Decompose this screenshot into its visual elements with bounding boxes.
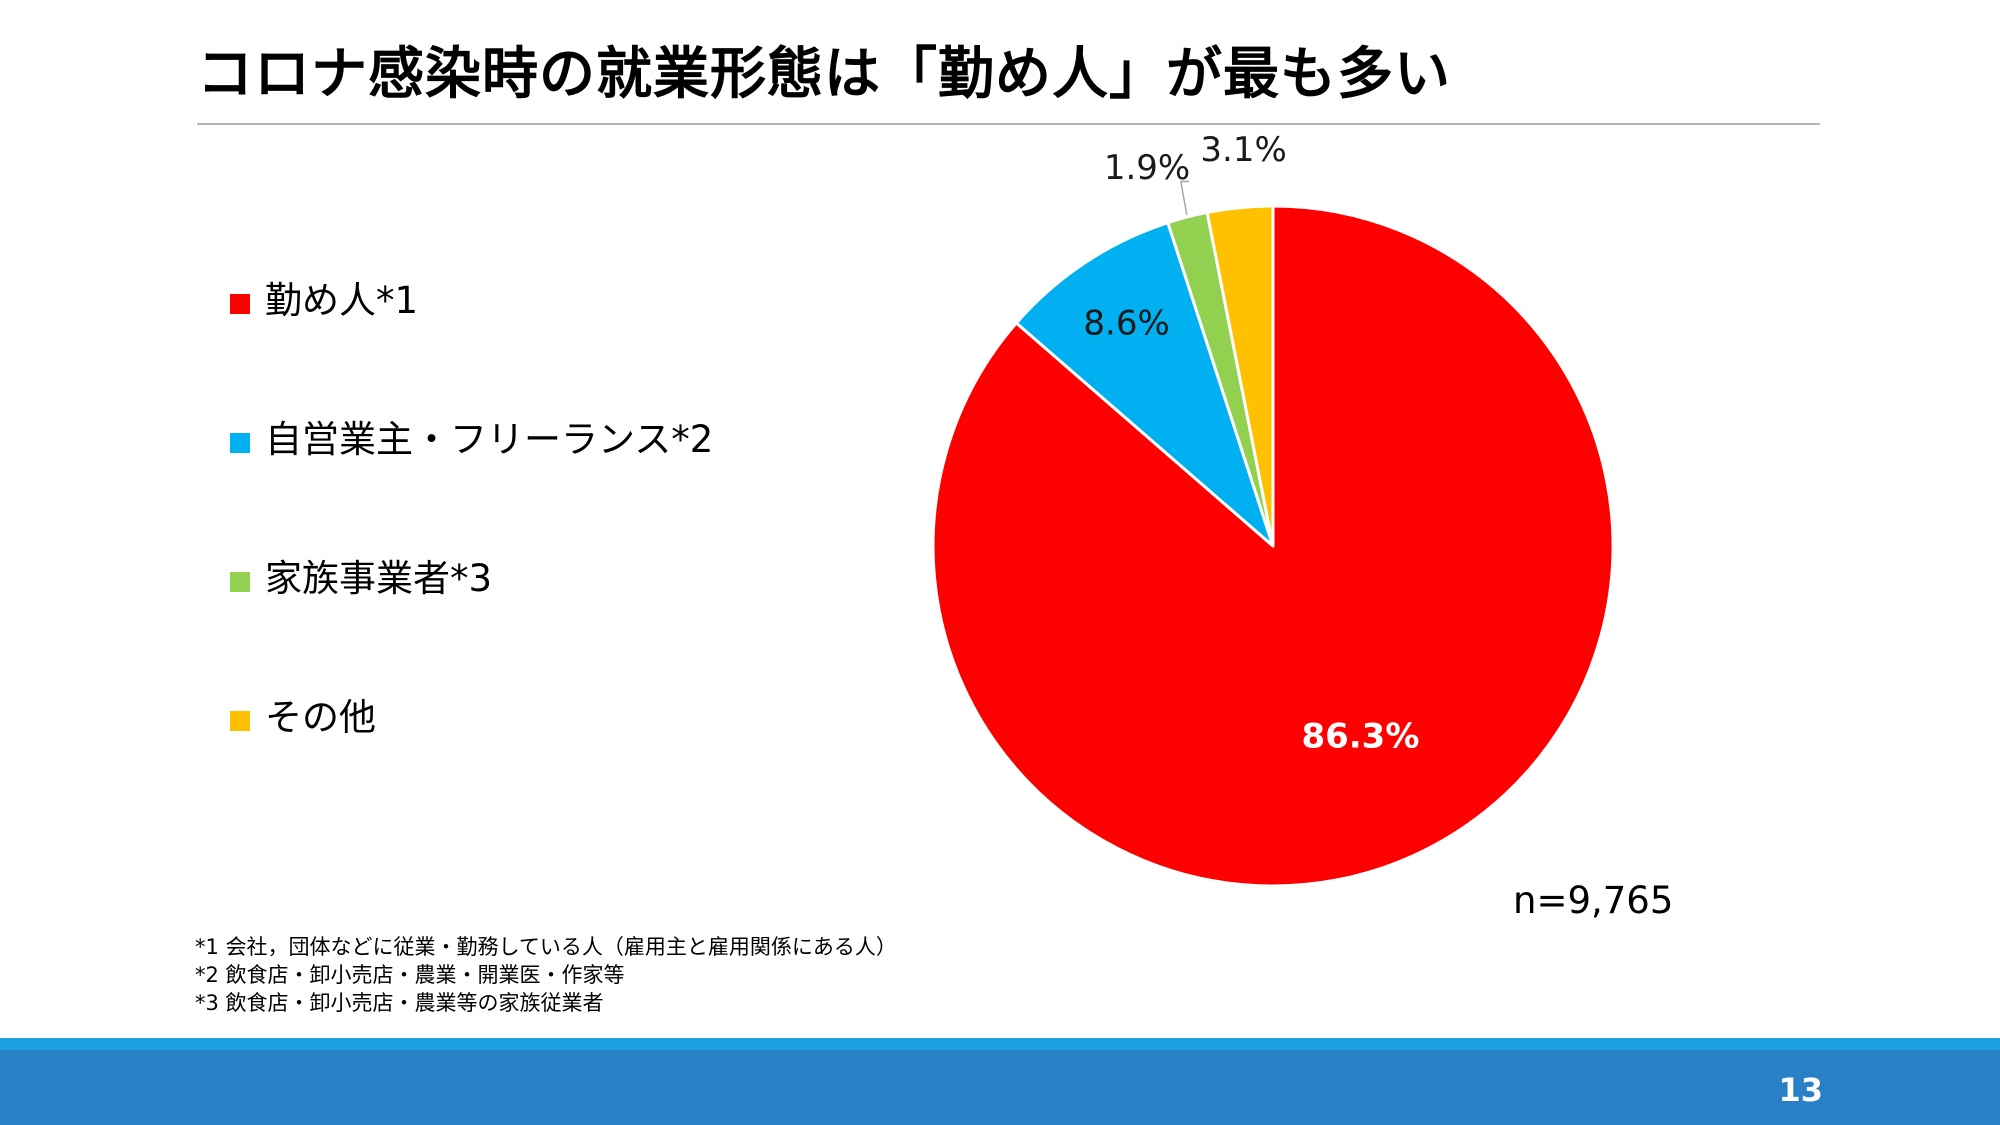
footnote-1: *1 会社，団体などに従業・勤務している人（雇用主と雇用関係にある人）: [195, 935, 897, 959]
legend-swatch-family-business: [230, 572, 250, 592]
legend-label-employee: 勤め人*1: [265, 279, 419, 322]
data-label-employee: 86.3%: [1301, 716, 1419, 756]
legend-swatch-self-employed: [230, 433, 250, 453]
legend-label-self-employed: 自営業主・フリーランス*2: [265, 418, 714, 461]
legend-label-family-business: 家族事業者*3: [265, 557, 493, 600]
legend-label-other: その他: [265, 696, 376, 739]
pie-slice-self-employed: [1014, 221, 1275, 548]
footnote-2: *2 飲食店・卸小売店・農業・開業医・作家等: [195, 963, 625, 987]
footer-bar: [0, 1050, 2000, 1125]
data-label-self-employed: 8.6%: [1083, 303, 1169, 343]
leader-line-family-business: [1179, 180, 1190, 216]
footer-stripe: [0, 1038, 2000, 1050]
data-label-family-business: 1.9%: [1104, 148, 1190, 188]
legend-swatch-other: [230, 711, 250, 731]
page-number: 13: [1778, 1071, 1823, 1109]
legend-swatch-employee: [230, 294, 250, 314]
footnote-3: *3 飲食店・卸小売店・農業等の家族従業者: [195, 991, 604, 1015]
pie-slice-other: [1205, 204, 1275, 548]
data-label-other: 3.1%: [1200, 130, 1286, 170]
title-divider: [197, 123, 1820, 125]
slide-title: コロナ感染時の就業形態は「勤め人」が最も多い: [197, 42, 1451, 107]
footnotes: *1 会社，団体などに従業・勤務している人（雇用主と雇用関係にある人） *2 飲…: [195, 933, 897, 1017]
sample-size-label: n=9,765: [1513, 879, 1674, 922]
